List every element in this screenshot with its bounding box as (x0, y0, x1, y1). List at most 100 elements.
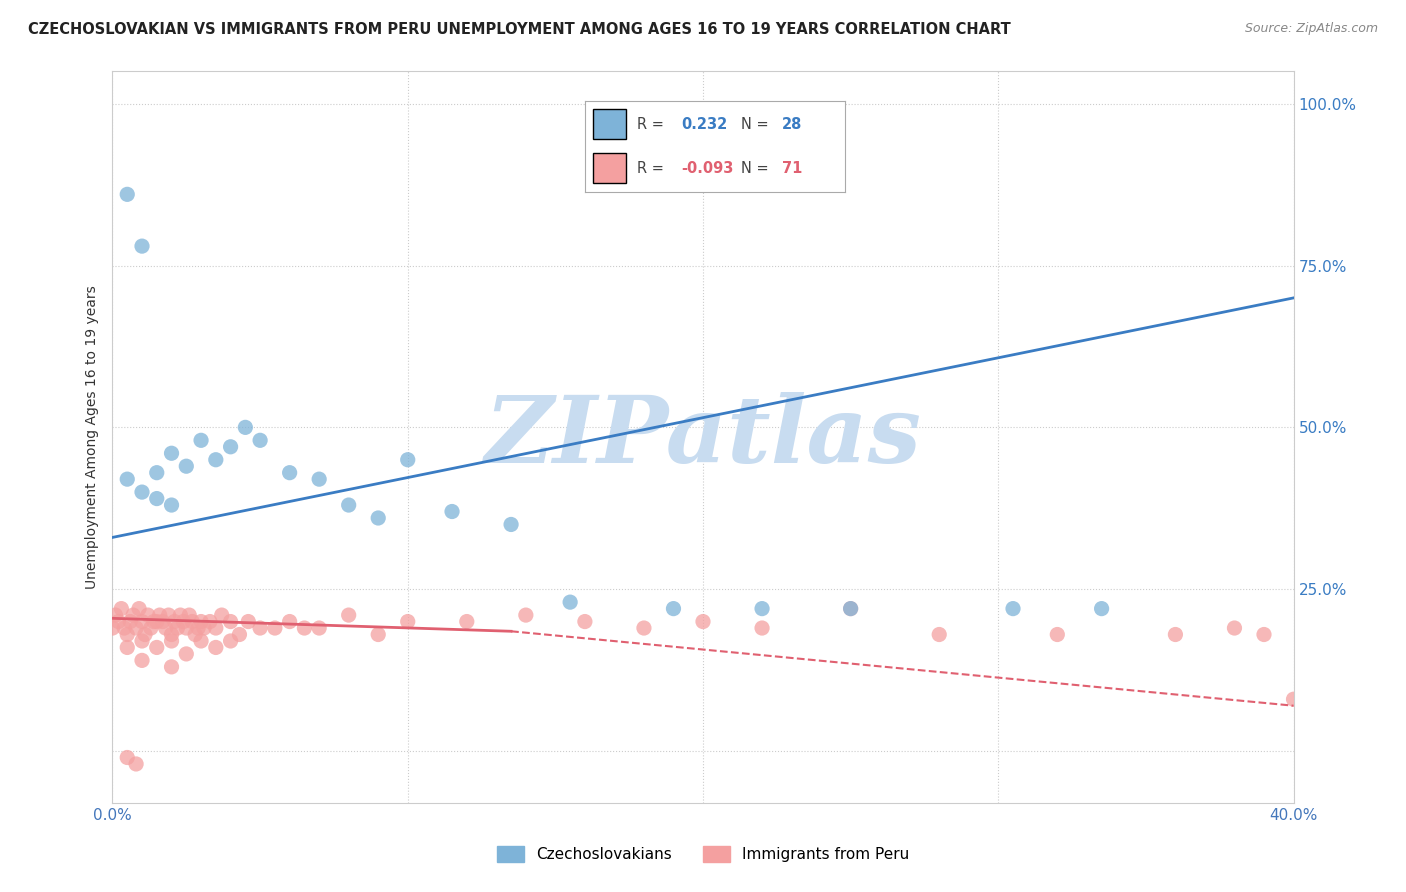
Point (125, 621, 148, 635)
Point (233, 420, 256, 434)
Point (456, 615, 478, 629)
Point (928, 627, 950, 641)
Point (205, 640, 228, 655)
Point (120, 615, 142, 629)
Point (219, 440, 242, 454)
Point (211, 608, 233, 623)
Point (117, 472, 138, 486)
Point (117, 640, 138, 655)
Point (181, 615, 204, 629)
Point (134, 627, 156, 641)
Point (131, 653, 153, 667)
Legend: Czechoslovakians, Immigrants from Peru: Czechoslovakians, Immigrants from Peru (491, 840, 915, 868)
Point (558, 595, 582, 609)
Point (131, 634, 153, 648)
Point (662, 601, 685, 615)
Point (1046, 627, 1069, 641)
Point (190, 615, 212, 629)
Point (278, 615, 301, 629)
Point (205, 621, 228, 635)
Point (337, 608, 360, 623)
Point (308, 621, 330, 635)
Point (205, 452, 228, 467)
Point (166, 621, 188, 635)
Point (117, 750, 138, 764)
Point (219, 634, 242, 648)
Point (751, 601, 773, 615)
Point (219, 615, 242, 629)
Point (198, 615, 221, 629)
Point (174, 459, 197, 474)
Point (160, 660, 183, 674)
Point (131, 239, 153, 253)
Point (1253, 627, 1275, 641)
Point (1091, 601, 1114, 615)
Point (160, 627, 183, 641)
Point (1282, 692, 1305, 706)
Point (187, 621, 209, 635)
Point (308, 472, 330, 486)
Point (139, 621, 162, 635)
Point (839, 601, 862, 615)
Point (142, 615, 165, 629)
Point (574, 615, 596, 629)
Point (367, 627, 389, 641)
Point (169, 608, 191, 623)
Point (174, 621, 197, 635)
Point (515, 608, 537, 623)
Point (1223, 621, 1246, 635)
Point (228, 627, 250, 641)
Point (117, 627, 138, 641)
Point (149, 608, 172, 623)
Point (146, 466, 169, 480)
Y-axis label: Unemployment Among Ages 16 to 19 years: Unemployment Among Ages 16 to 19 years (86, 285, 100, 589)
Point (1164, 627, 1187, 641)
Point (190, 434, 212, 448)
Point (163, 615, 186, 629)
Point (122, 608, 145, 623)
Point (157, 608, 180, 623)
Point (264, 621, 287, 635)
Point (174, 647, 197, 661)
Point (131, 485, 153, 500)
Point (117, 187, 138, 202)
Point (193, 621, 215, 635)
Point (131, 615, 153, 629)
Text: Source: ZipAtlas.com: Source: ZipAtlas.com (1244, 22, 1378, 36)
Point (751, 621, 773, 635)
Point (160, 634, 183, 648)
Point (112, 621, 135, 635)
Point (146, 640, 169, 655)
Point (136, 608, 159, 623)
Point (160, 446, 183, 460)
Point (128, 601, 150, 615)
Text: CZECHOSLOVAKIAN VS IMMIGRANTS FROM PERU UNEMPLOYMENT AMONG AGES 16 TO 19 YEARS C: CZECHOSLOVAKIAN VS IMMIGRANTS FROM PERU … (28, 22, 1011, 37)
Point (152, 615, 174, 629)
Point (278, 466, 301, 480)
Point (1001, 601, 1024, 615)
Point (238, 615, 260, 629)
Point (179, 608, 201, 623)
Point (692, 615, 714, 629)
Point (104, 608, 127, 623)
Point (146, 491, 169, 506)
Point (155, 621, 177, 635)
Point (146, 615, 169, 629)
Point (839, 601, 862, 615)
Point (249, 434, 271, 448)
Point (396, 615, 419, 629)
Point (249, 621, 271, 635)
Point (160, 498, 183, 512)
Point (441, 504, 464, 518)
Point (172, 615, 194, 629)
Point (184, 627, 207, 641)
Point (367, 511, 389, 525)
Point (292, 621, 315, 635)
Text: ZIPatlas: ZIPatlas (485, 392, 921, 482)
Point (190, 634, 212, 648)
Point (110, 601, 132, 615)
Point (107, 615, 129, 629)
Point (633, 621, 655, 635)
Point (101, 621, 124, 635)
Point (125, 756, 148, 771)
